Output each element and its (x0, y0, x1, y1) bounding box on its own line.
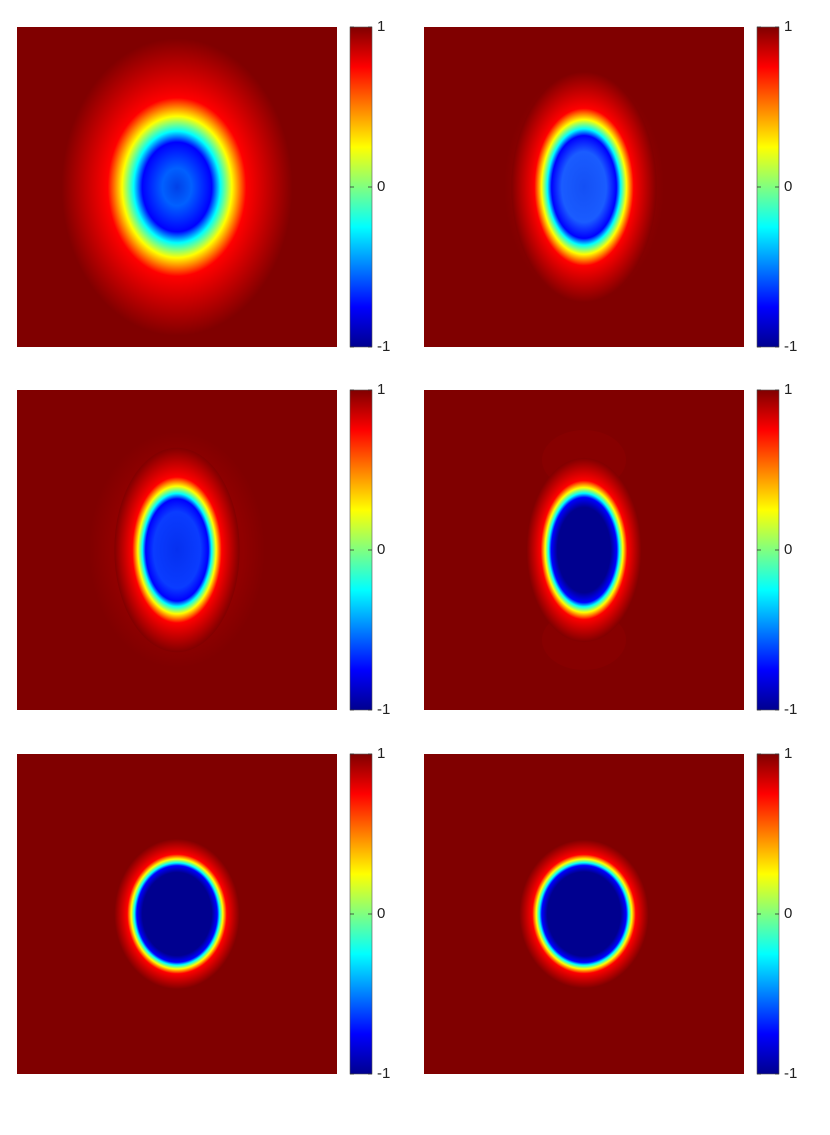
colorbar-tick-label: -1 (377, 338, 390, 355)
colorbar-tick-label: 1 (377, 381, 385, 398)
panel: -1 0 1 (424, 381, 797, 718)
colorbar-tick-label: -1 (377, 1065, 390, 1082)
panel: -1 0 1 (17, 745, 390, 1082)
field-region (511, 71, 657, 303)
colorbar-tick-label: -1 (784, 1065, 797, 1082)
colorbar-tick-label: 0 (377, 905, 385, 922)
colorbar-tick-label: -1 (377, 701, 390, 718)
field-region (526, 457, 642, 643)
colorbar-tick-label: 1 (784, 18, 792, 35)
colorbar-tick-label: 0 (784, 905, 792, 922)
colorbar-tick-label: 0 (377, 541, 385, 558)
colorbar-tick-label: 0 (784, 178, 792, 195)
colorbar-tick-label: 0 (784, 541, 792, 558)
panel: -1 0 1 (17, 381, 390, 718)
panel: -1 0 1 (424, 745, 797, 1082)
colorbar-tick-label: 1 (377, 18, 385, 35)
colorbar-tick-label: 1 (377, 745, 385, 762)
colorbar-tick-label: 1 (784, 745, 792, 762)
colorbar-tick-label: -1 (784, 338, 797, 355)
panel: -1 0 1 (17, 18, 390, 355)
field-region (114, 447, 240, 653)
field-region (61, 38, 293, 336)
colorbar-tick-label: 0 (377, 178, 385, 195)
field-region (114, 838, 240, 990)
field-region (519, 839, 649, 989)
colorbar-tick-label: -1 (784, 701, 797, 718)
panel: -1 0 1 (424, 18, 797, 355)
colorbar-tick-label: 1 (784, 381, 792, 398)
